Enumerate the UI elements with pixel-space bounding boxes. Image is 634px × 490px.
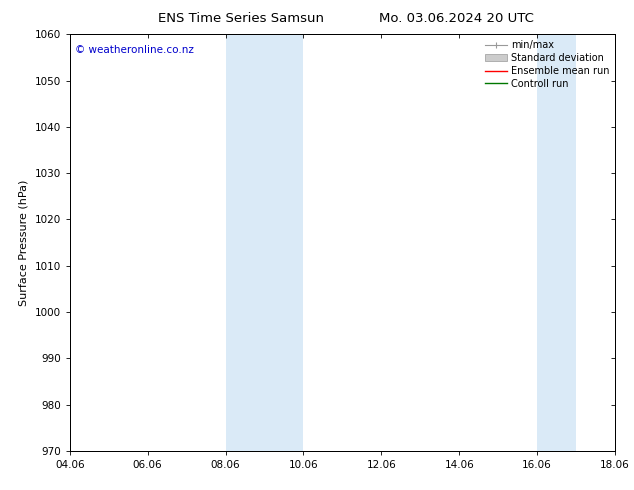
Legend: min/max, Standard deviation, Ensemble mean run, Controll run: min/max, Standard deviation, Ensemble me… [481, 36, 613, 93]
Bar [537, 34, 576, 451]
Text: ENS Time Series Samsun: ENS Time Series Samsun [158, 12, 324, 25]
Y-axis label: Surface Pressure (hPa): Surface Pressure (hPa) [19, 179, 29, 306]
Text: © weatheronline.co.nz: © weatheronline.co.nz [75, 45, 194, 55]
Text: Mo. 03.06.2024 20 UTC: Mo. 03.06.2024 20 UTC [379, 12, 534, 25]
Bar [226, 34, 304, 451]
